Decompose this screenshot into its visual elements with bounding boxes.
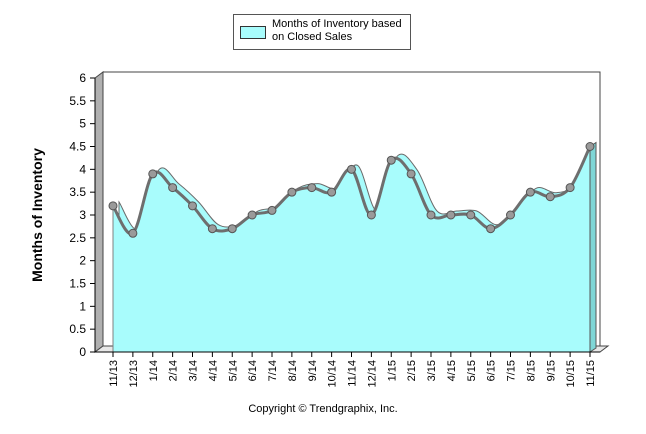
data-point bbox=[307, 183, 317, 193]
data-point bbox=[565, 183, 575, 193]
data-point bbox=[366, 210, 376, 220]
legend: Months of Inventory based on Closed Sale… bbox=[233, 14, 411, 50]
y-tick-label: 4 bbox=[79, 162, 86, 176]
data-point bbox=[267, 205, 277, 215]
data-point bbox=[426, 210, 436, 220]
x-tick-label: 7/14 bbox=[267, 360, 279, 381]
area-end-face bbox=[589, 141, 597, 353]
x-tick-label: 12/14 bbox=[366, 360, 378, 388]
x-tick-label: 10/14 bbox=[327, 360, 339, 388]
y-tick-label: 4.5 bbox=[69, 140, 86, 154]
x-tick-label: 6/15 bbox=[486, 360, 498, 381]
data-point bbox=[406, 169, 416, 179]
y-tick-label: 3.5 bbox=[69, 185, 86, 199]
data-point bbox=[148, 169, 158, 179]
x-tick-label: 11/15 bbox=[585, 360, 597, 387]
x-tick-label: 11/13 bbox=[108, 360, 120, 387]
data-point bbox=[287, 187, 297, 197]
y-tick-label: 2.5 bbox=[69, 231, 86, 245]
y-tick-label: 1.5 bbox=[69, 277, 86, 291]
x-tick-label: 5/15 bbox=[466, 360, 478, 381]
x-tick-label: 7/15 bbox=[506, 360, 518, 381]
x-tick-label: 8/15 bbox=[525, 360, 537, 381]
data-point bbox=[585, 142, 595, 151]
x-tick-label: 11/14 bbox=[347, 360, 359, 387]
data-point bbox=[168, 183, 178, 193]
data-point bbox=[486, 224, 496, 234]
data-point bbox=[386, 155, 396, 165]
y-tick-label: 0 bbox=[79, 345, 86, 359]
data-point bbox=[207, 224, 217, 234]
x-tick-label: 1/14 bbox=[148, 360, 160, 381]
data-point bbox=[545, 192, 555, 202]
x-tick-label: 6/14 bbox=[247, 360, 259, 381]
data-point bbox=[446, 210, 456, 220]
data-point bbox=[128, 228, 138, 238]
y-tick-label: 6 bbox=[79, 71, 86, 85]
data-point bbox=[108, 201, 118, 211]
data-point bbox=[466, 210, 476, 220]
x-tick-label: 5/14 bbox=[227, 360, 239, 381]
x-tick-label: 2/14 bbox=[168, 360, 180, 381]
x-tick-label: 2/15 bbox=[406, 360, 418, 381]
x-tick-label: 4/15 bbox=[446, 360, 458, 381]
y-tick-label: 3 bbox=[79, 208, 86, 222]
data-point bbox=[227, 224, 237, 234]
y-tick-label: 5.5 bbox=[69, 94, 86, 108]
copyright-footer: Copyright © Trendgraphix, Inc. bbox=[248, 403, 398, 415]
y-axis-title: Months of Inventory bbox=[29, 148, 45, 282]
x-tick-label: 9/14 bbox=[307, 360, 319, 381]
x-tick-label: 8/14 bbox=[287, 360, 299, 381]
y-tick-label: 0.5 bbox=[69, 322, 86, 336]
x-tick-label: 9/15 bbox=[545, 360, 557, 381]
data-point bbox=[525, 187, 535, 197]
y-tick-label: 2 bbox=[79, 254, 86, 268]
data-point bbox=[327, 187, 337, 197]
data-point bbox=[506, 210, 515, 220]
data-point bbox=[188, 201, 197, 211]
x-tick-label: 1/15 bbox=[386, 360, 398, 381]
data-point bbox=[347, 164, 356, 174]
x-tick-label: 12/13 bbox=[128, 360, 140, 388]
x-tick-label: 4/14 bbox=[207, 360, 219, 381]
legend-swatch bbox=[240, 26, 266, 39]
y-tick-label: 5 bbox=[79, 117, 86, 131]
x-tick-label: 10/15 bbox=[565, 360, 577, 388]
legend-label: Months of Inventory based on Closed Sale… bbox=[272, 18, 402, 43]
data-point bbox=[247, 210, 257, 220]
x-tick-label: 3/15 bbox=[426, 360, 438, 381]
x-tick-label: 3/14 bbox=[188, 360, 200, 381]
plot-left-wall bbox=[94, 71, 104, 353]
y-tick-label: 1 bbox=[79, 299, 86, 313]
